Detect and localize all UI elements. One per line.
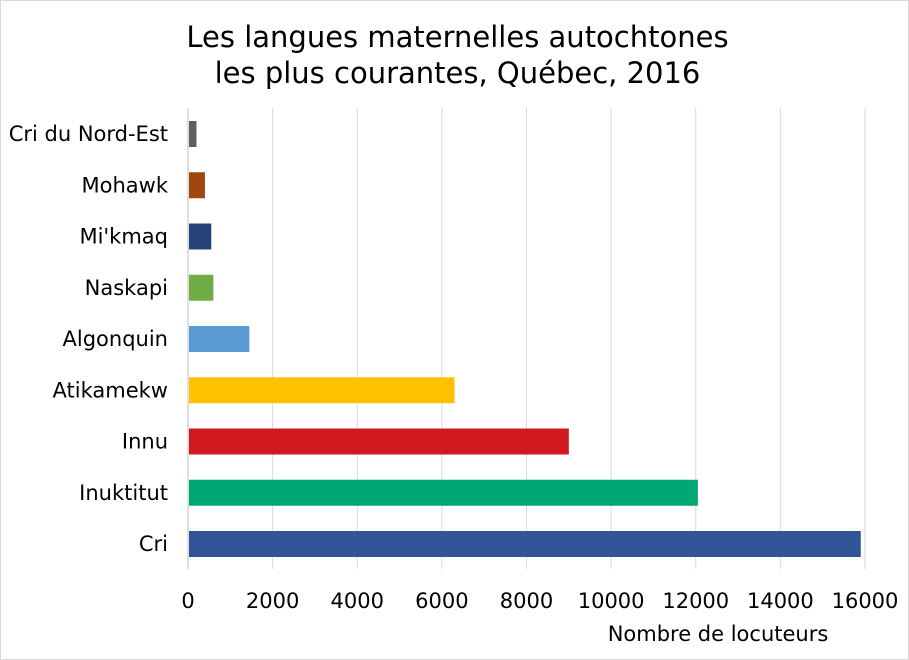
category-label: Algonquin [63, 327, 168, 351]
bar [189, 223, 212, 250]
x-tick-label: 0 [181, 589, 194, 613]
category-label: Mohawk [82, 173, 169, 197]
x-tick-labels: 0 2000 4000 6000 8000 10000 12000 14000 16000 [181, 589, 898, 613]
bar [189, 479, 698, 506]
category-label: Innu [122, 430, 168, 454]
category-label: Naskapi [85, 276, 168, 300]
x-tick-label: 16000 [832, 589, 899, 613]
bar [189, 274, 214, 301]
chart-title: Les langues maternelles autochtones les … [1, 19, 909, 91]
category-label: Cri [139, 532, 168, 556]
bar [189, 121, 197, 147]
category-label: Cri du Nord-Est [9, 122, 168, 146]
category-labels: Cri du Nord-Est Mohawk Mi'kmaq Naskapi Algon… [9, 122, 169, 556]
category-label: Mi'kmaq [79, 225, 168, 249]
category-label: Atikamekw [53, 378, 168, 402]
bar [189, 377, 455, 404]
bar [189, 172, 205, 199]
category-label: Inuktitut [79, 481, 168, 505]
x-tick-label: 14000 [747, 589, 814, 613]
chart-title-line-1: Les langues maternelles autochtones [186, 20, 729, 54]
chart-title-line-2: les plus courantes, Québec, 2016 [214, 56, 701, 90]
x-tick-label: 8000 [500, 589, 553, 613]
bar [189, 428, 569, 455]
x-tick-label: 10000 [578, 589, 645, 613]
x-tick-label: 12000 [662, 589, 729, 613]
bar [189, 326, 250, 352]
x-tick-label: 2000 [246, 589, 299, 613]
bar [189, 531, 861, 557]
x-tick-label: 6000 [415, 589, 468, 613]
bars [189, 121, 861, 557]
x-axis-title: Nombre de locuteurs [608, 622, 829, 646]
x-tick-label: 4000 [331, 589, 384, 613]
